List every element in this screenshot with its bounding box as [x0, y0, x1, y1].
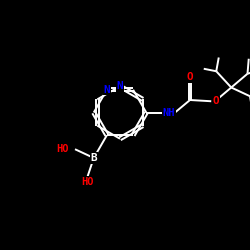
Text: N: N	[104, 85, 110, 95]
Text: HO: HO	[56, 144, 69, 154]
Text: O: O	[212, 96, 219, 106]
Text: HO: HO	[81, 177, 94, 187]
Text: B: B	[90, 153, 97, 163]
Text: NH: NH	[162, 108, 175, 118]
Text: O: O	[186, 72, 194, 83]
Text: N: N	[116, 81, 123, 91]
